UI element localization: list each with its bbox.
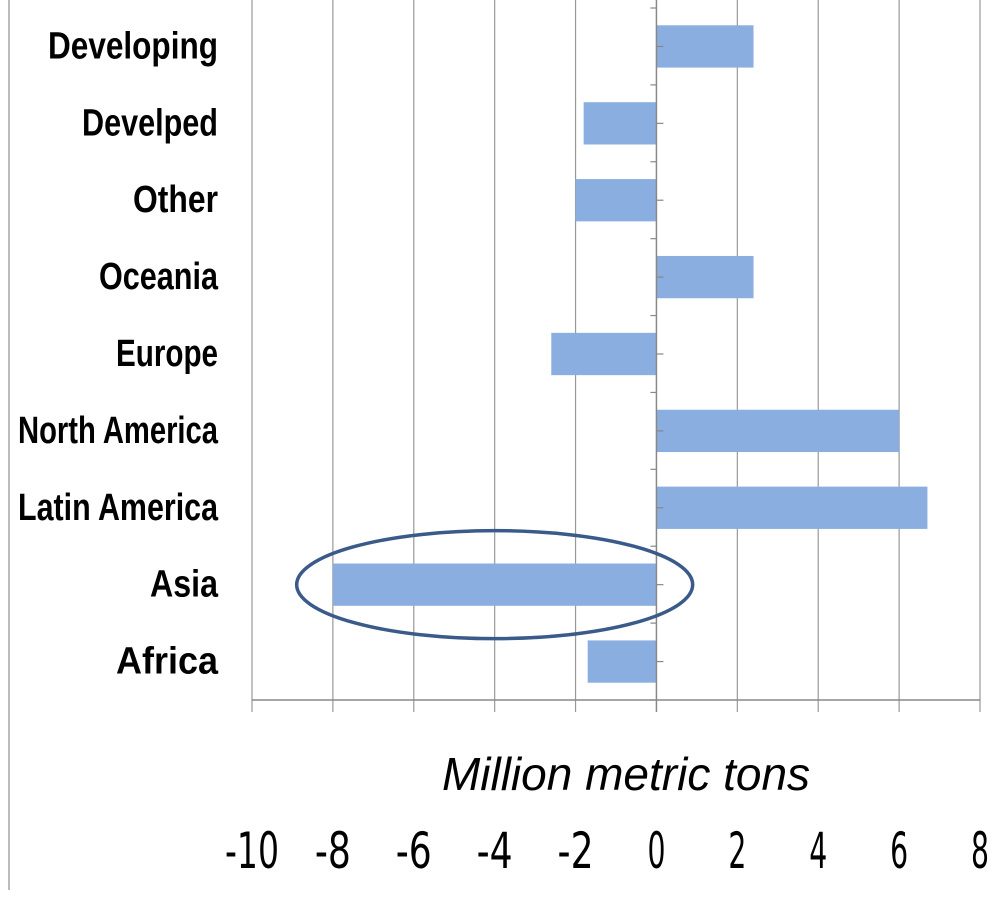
category-label-africa: Africa [116,641,219,683]
bar-developing [656,25,754,68]
category-label-develped: Develped [82,102,218,144]
category-label-latin-america: Latin America [18,487,219,529]
category-label-oceania: Oceania [99,256,219,298]
bar-africa [587,640,657,683]
x-tick-label-6: 2 [728,822,746,880]
x-tick-label-5: 0 [647,822,665,880]
category-label-other: Other [133,179,218,221]
axes [252,0,980,712]
bars [332,25,928,683]
category-labels: Developing Develped Other Oceania Europe Nort… [18,25,219,682]
x-tick-label-3: -4 [477,822,513,880]
x-tick-label-8: 6 [890,822,908,880]
bar-asia [332,563,657,606]
x-tick-label-2: -6 [396,822,432,880]
bar-develped [583,102,657,145]
category-label-asia: Asia [150,564,219,606]
highlight-ellipse [294,528,695,641]
x-axis-title: Million metric tons [442,748,810,800]
category-label-north-america: North America [18,410,219,452]
bar-oceania [656,255,754,299]
x-tick-labels: -10 -8 -6 -4 -2 0 2 4 6 8 [225,822,989,880]
x-tick-label-0: -10 [225,822,279,880]
x-tick-label-1: -8 [315,822,351,880]
bar-latin-america [656,486,928,529]
x-tick-label-7: 4 [809,822,827,880]
bar-north-america [656,409,900,453]
highlight-annotation [294,528,695,641]
x-tick-label-9: 8 [971,822,989,880]
bar-europe [551,332,657,376]
bar-other [575,179,657,222]
category-label-europe: Europe [116,333,218,375]
category-label-developing: Developing [48,25,218,67]
x-tick-label-4: -2 [558,822,594,880]
